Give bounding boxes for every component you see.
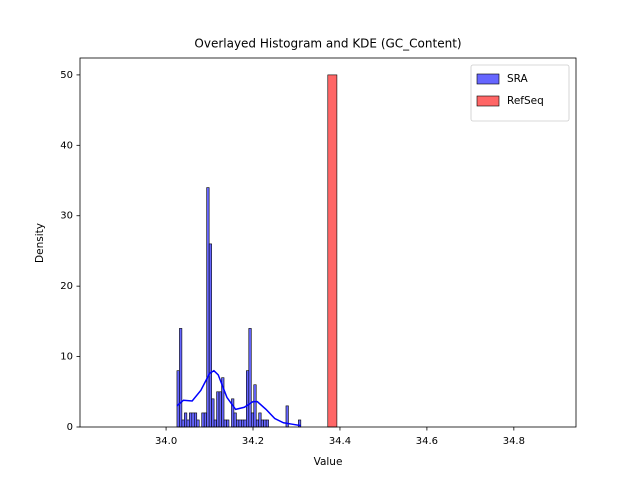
x-tick-label: 34.8 [503, 436, 525, 447]
bar [179, 328, 183, 428]
legend-swatch [476, 95, 500, 107]
y-tick-label: 40 [60, 140, 73, 151]
bar [191, 412, 195, 428]
bar [211, 398, 215, 428]
y-tick-label: 10 [60, 352, 73, 363]
bar [246, 370, 250, 428]
bar [226, 419, 230, 428]
bar [184, 412, 188, 428]
bar [201, 412, 205, 428]
bar [260, 419, 264, 428]
x-tick-label: 34.2 [242, 436, 264, 447]
bar [196, 419, 200, 428]
bar [263, 419, 267, 428]
bar [189, 412, 193, 428]
bar [223, 419, 227, 428]
bar [213, 419, 217, 428]
bar [241, 419, 245, 428]
legend-label: RefSeq [507, 95, 544, 107]
bar [255, 419, 260, 428]
x-tick-label: 34.6 [416, 436, 438, 447]
y-tick-label: 0 [67, 422, 73, 433]
bar [193, 412, 198, 428]
bar [250, 412, 255, 428]
legend-label: SRA [507, 73, 529, 85]
bar [265, 419, 269, 428]
bar [208, 243, 212, 428]
bar [206, 187, 210, 428]
y-axis-label: Density [34, 223, 46, 263]
bar [238, 419, 242, 428]
bar [181, 419, 185, 428]
bar [248, 328, 252, 428]
bar [176, 370, 180, 428]
kde-line [176, 369, 301, 427]
axes-frame [79, 57, 577, 428]
bar [186, 419, 190, 428]
bar [253, 384, 257, 428]
bar [258, 412, 262, 428]
bar [327, 74, 338, 428]
y-tick-label: 30 [60, 211, 73, 222]
chart-title: Overlayed Histogram and KDE (GC_Content) [194, 37, 461, 51]
bar [203, 412, 207, 428]
y-tick-label: 50 [60, 70, 73, 81]
y-tick-label: 20 [60, 281, 73, 292]
x-axis-label: Value [314, 456, 343, 468]
x-tick-label: 34.0 [155, 436, 177, 447]
bar [233, 412, 237, 428]
bar [243, 419, 247, 428]
bar [216, 391, 220, 428]
bar [218, 391, 222, 428]
bar [236, 419, 240, 428]
x-tick-label: 34.4 [329, 436, 351, 447]
legend-swatch [476, 73, 500, 85]
